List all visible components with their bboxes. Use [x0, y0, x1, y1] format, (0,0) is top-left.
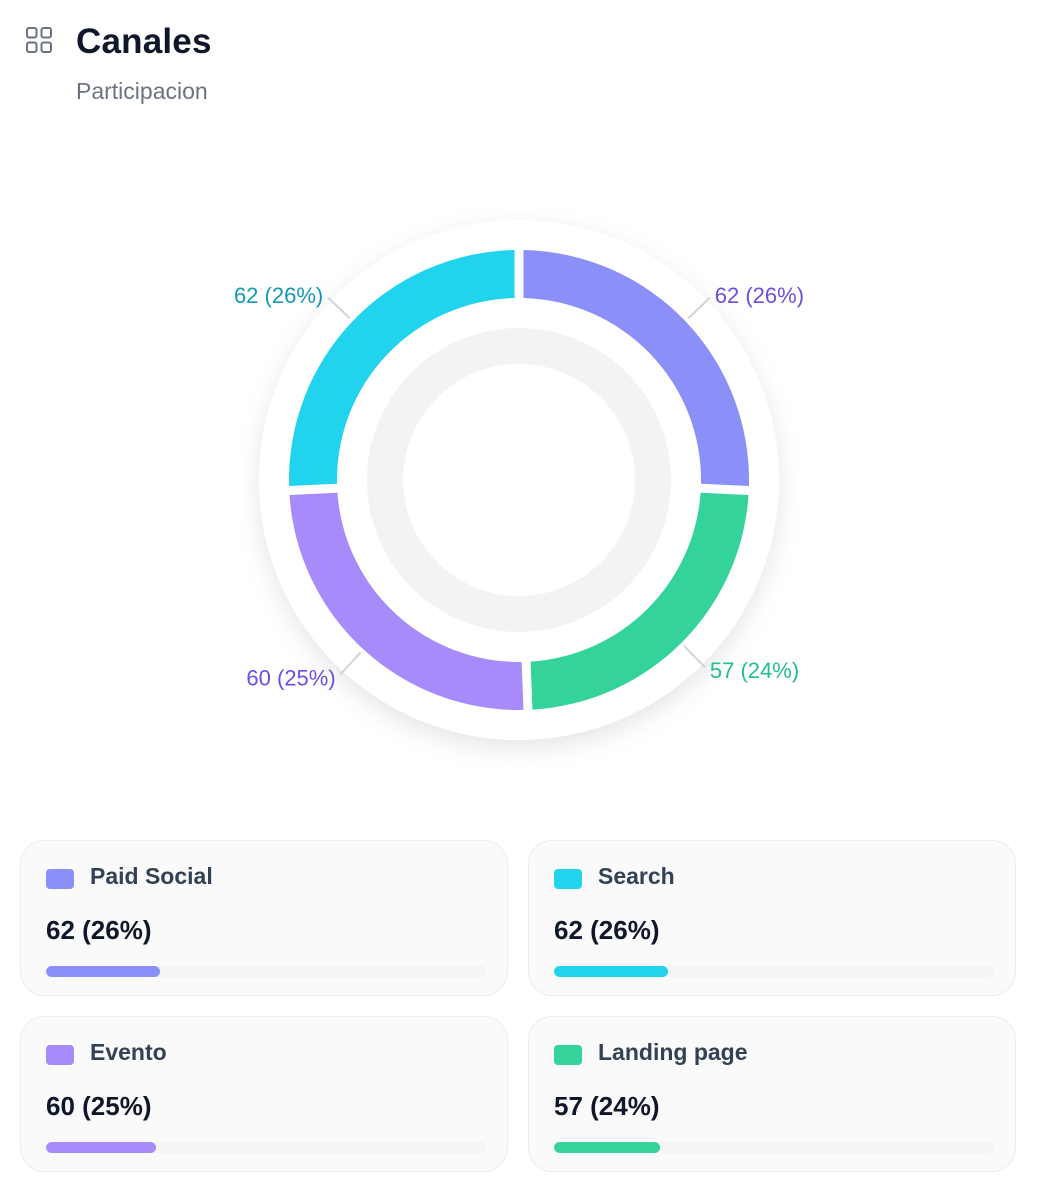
- legend-card-landing-page[interactable]: Landing page 57 (24%): [528, 1016, 1016, 1172]
- legend-swatch: [46, 869, 74, 889]
- legend-card-name: Paid Social: [90, 863, 213, 889]
- share-progress-track: [46, 1142, 486, 1153]
- slice-leader-line: [687, 296, 711, 320]
- donut-chart-svg: 62 (26%) 57 (24%) 60 (25%) 62 (26%): [234, 220, 804, 740]
- legend-swatch: [46, 1045, 74, 1065]
- share-progress-fill: [46, 966, 161, 977]
- legend-card-value: 60 (25%): [46, 1091, 152, 1121]
- share-progress-track: [554, 1142, 994, 1153]
- slice-label: 62 (26%): [234, 283, 323, 308]
- slice-label: 60 (25%): [246, 665, 335, 690]
- donut-slice-search[interactable]: [289, 250, 515, 486]
- legend-swatch: [554, 869, 582, 889]
- chart-subtitle: Participacion: [76, 78, 208, 104]
- legend-card-name: Search: [598, 863, 675, 889]
- donut-chart: 62 (26%) 57 (24%) 60 (25%) 62 (26%): [0, 150, 1040, 810]
- chart-title: Canales: [76, 22, 212, 61]
- donut-inner-ring: [367, 328, 671, 632]
- legend-card-evento[interactable]: Evento 60 (25%): [20, 1016, 508, 1172]
- legend-card-name: Evento: [90, 1039, 167, 1065]
- legend-card-paid-social[interactable]: Paid Social 62 (26%): [20, 840, 508, 996]
- legend-card-search[interactable]: Search 62 (26%): [528, 840, 1016, 996]
- share-progress-fill: [46, 1142, 156, 1153]
- share-progress-track: [554, 966, 994, 977]
- legend-card-value: 57 (24%): [554, 1091, 660, 1121]
- slice-leader-line: [339, 651, 362, 676]
- grid-icon: [26, 27, 52, 53]
- slice-label: 62 (26%): [715, 283, 804, 308]
- legend-swatch: [554, 1045, 582, 1065]
- legend-card-value: 62 (26%): [554, 915, 660, 945]
- slice-label: 57 (24%): [710, 658, 799, 683]
- legend-card-name: Landing page: [598, 1039, 748, 1065]
- donut-slice-paid-social[interactable]: [523, 250, 750, 486]
- share-progress-fill: [554, 1142, 660, 1153]
- legend-card-value: 62 (26%): [46, 915, 152, 945]
- share-progress-track: [46, 966, 486, 977]
- legend-cards: Paid Social 62 (26%) Search 62 (26%) Evento 6…: [20, 840, 1018, 1176]
- donut-slice-evento[interactable]: [289, 492, 524, 710]
- donut-slice-landing-page[interactable]: [530, 492, 749, 710]
- share-progress-fill: [554, 966, 669, 977]
- slice-leader-line: [683, 645, 706, 668]
- slice-leader-line: [327, 296, 351, 320]
